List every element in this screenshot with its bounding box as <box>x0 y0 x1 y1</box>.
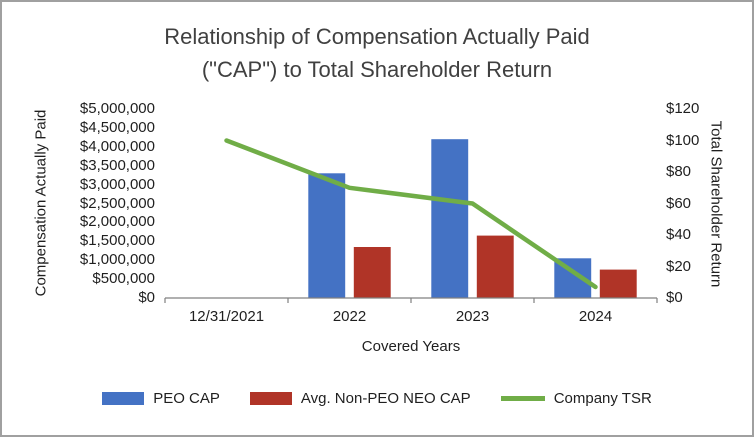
bar-peo-cap-2022 <box>308 173 346 298</box>
right-axis-tick-label: $80 <box>666 163 692 180</box>
x-category-label-2023: 2023 <box>455 308 490 325</box>
x-category-label-2022: 2022 <box>332 308 367 325</box>
bar-peo-cap-2023 <box>431 139 469 298</box>
left-axis-tick-label: $5,000,000 <box>79 100 155 117</box>
x-category-label-2024: 2024 <box>578 308 613 325</box>
left-axis-tick-label: $2,000,000 <box>79 213 155 231</box>
legend-bar-swatch <box>249 392 292 405</box>
left-axis-tick-label: $1,500,000 <box>79 232 155 250</box>
right-axis-tick-label: $60 <box>666 194 692 212</box>
chart-title: Relationship of Compensation Actually Pa… <box>2 20 752 86</box>
x-category-label-12-31-2021: 12/31/2021 <box>188 308 265 325</box>
legend-label: Avg. Non-PEO NEO CAP <box>300 390 471 407</box>
legend-item-peo-cap: PEO CAP <box>102 390 220 407</box>
legend-label: PEO CAP <box>153 390 220 407</box>
left-axis-tick-label: $3,000,000 <box>79 175 155 193</box>
right-axis-tick-label: $20 <box>666 257 692 275</box>
bar-avg-non-peo-neo-cap-2022 <box>353 247 391 298</box>
right-axis-tick-label: $40 <box>666 226 692 243</box>
legend-bar-swatch <box>102 392 145 405</box>
chart-title-line1: Relationship of Compensation Actually Pa… <box>164 24 590 49</box>
left-axis-tick-label: $4,500,000 <box>79 118 155 136</box>
left-axis-tick-label: $3,500,000 <box>79 156 155 174</box>
left-axis-tick-label: $0 <box>138 289 155 306</box>
right-axis-tick-label: $100 <box>666 131 700 149</box>
left-axis-tick-label: $2,500,000 <box>79 194 155 212</box>
chart-title-line2: ("CAP") to Total Shareholder Return <box>201 57 553 82</box>
bar-avg-non-peo-neo-cap-2024 <box>599 269 637 298</box>
right-axis-tick-label: $0 <box>666 289 683 306</box>
x-axis-title: Covered Years <box>361 338 461 355</box>
legend: PEO CAP Avg. Non-PEO NEO CAP Company TSR <box>2 390 752 407</box>
right-axis-tick-label: $120 <box>666 100 700 117</box>
bar-avg-non-peo-neo-cap-2023 <box>476 235 514 298</box>
left-axis-tick-label: $1,000,000 <box>79 251 155 269</box>
legend-item-company-tsr: Company TSR <box>500 390 652 407</box>
left-axis-tick-label: $500,000 <box>92 270 155 288</box>
legend-item-avg-non-peo-neo-cap: Avg. Non-PEO NEO CAP <box>249 390 471 407</box>
legend-line-swatch <box>500 396 545 401</box>
left-axis-tick-label: $4,000,000 <box>79 137 155 155</box>
legend-label: Company TSR <box>553 390 652 407</box>
line-company-tsr <box>224 138 598 290</box>
